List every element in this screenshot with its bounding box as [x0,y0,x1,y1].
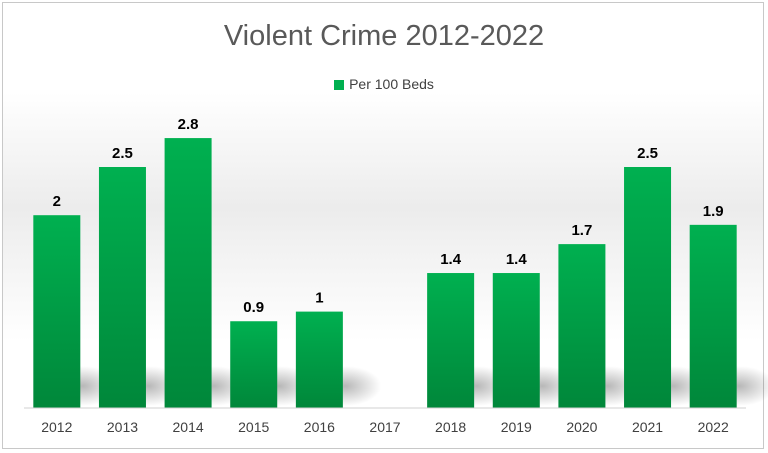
data-label: 0.9 [243,299,264,316]
x-tick-label: 2022 [698,419,729,435]
legend-label: Per 100 Beds [349,76,434,92]
x-tick-label: 2013 [107,419,138,435]
data-label: 2.5 [112,145,133,162]
x-tick-label: 2020 [566,419,597,435]
data-label: 2.8 [178,116,199,133]
bar-2013 [98,167,146,408]
x-tick-label: 2021 [632,419,663,435]
x-tick-label: 2019 [501,419,532,435]
x-tick-label: 2015 [238,419,269,435]
x-tick-label: 2014 [173,419,204,435]
data-label: 1.9 [703,203,724,220]
data-label: 2 [53,193,61,210]
chart-title: Violent Crime 2012-2022 [223,20,545,52]
x-tick-label: 2017 [369,419,400,435]
data-label: 1.7 [571,222,592,239]
bar-2015 [230,321,278,408]
bar-2019 [492,273,540,408]
bar-2020 [558,244,606,408]
legend: Per 100 Beds [0,76,768,92]
legend-swatch [334,80,345,90]
bar-2021 [624,167,672,408]
bar-2012 [33,215,81,408]
x-tick-label: 2012 [41,419,72,435]
x-tick-label: 2016 [304,419,335,435]
bar-2022 [689,224,737,408]
bar-2018 [427,273,475,408]
x-tick-label: 2018 [435,419,466,435]
bar-2016 [295,311,343,408]
data-label: 1.4 [440,251,462,268]
data-label: 1.4 [506,251,528,268]
data-label: 2.5 [637,145,658,162]
bar-2014 [164,138,212,408]
data-label: 1 [315,290,323,307]
